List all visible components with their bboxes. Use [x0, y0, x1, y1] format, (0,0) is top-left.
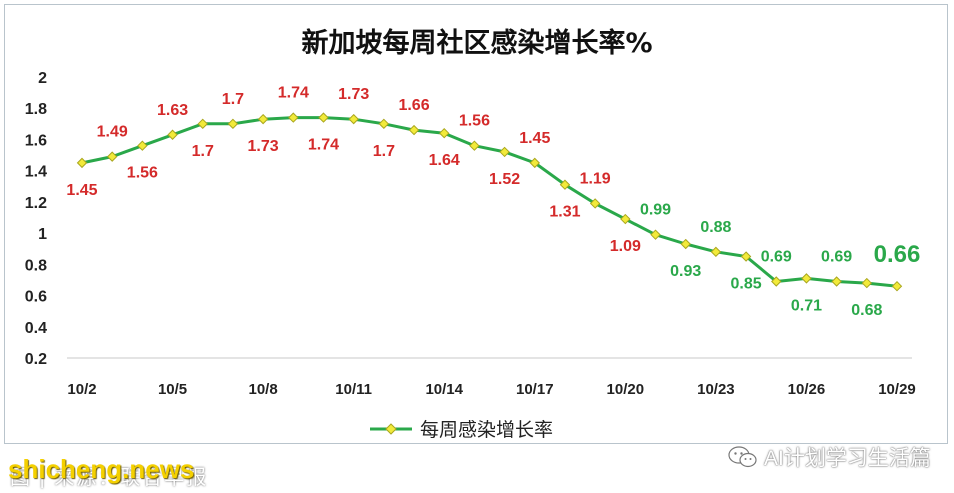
data-label: 1.45 [66, 182, 97, 199]
x-tick-label: 10/2 [67, 381, 96, 398]
data-label: 1.74 [278, 85, 309, 102]
data-point-marker [650, 229, 661, 240]
y-tick-label: 1.8 [25, 101, 47, 118]
chart-title: 新加坡每周社区感染增长率% [301, 27, 652, 59]
data-point-marker [891, 280, 903, 292]
data-label: 1.64 [429, 152, 460, 169]
data-point-marker [559, 179, 571, 190]
data-point-marker [740, 251, 752, 262]
image-source: 图 | 来源：联合早报 [10, 467, 209, 489]
data-label: 1.73 [248, 138, 279, 155]
chart-frame [4, 4, 948, 444]
x-tick-label: 10/14 [425, 381, 463, 398]
x-tick-label: 10/11 [335, 381, 372, 398]
data-label: 1.56 [459, 113, 490, 130]
data-point-marker [197, 118, 208, 130]
data-label: 0.93 [670, 263, 701, 280]
data-point-marker [499, 146, 510, 158]
data-point-marker [288, 112, 299, 123]
data-label: 1.56 [127, 165, 158, 182]
x-tick-label: 10/29 [878, 381, 916, 398]
data-point-marker [318, 112, 329, 123]
data-point-marker [801, 273, 812, 284]
data-point-marker [680, 238, 691, 250]
data-point-marker [589, 198, 601, 209]
data-point-marker [76, 157, 88, 169]
wechat-icon [728, 446, 758, 468]
y-tick-label: 1 [38, 226, 47, 243]
x-tick-label: 10/5 [158, 381, 187, 398]
legend-label: 每周感染增长率 [420, 419, 553, 441]
y-tick-label: 0.8 [25, 257, 47, 274]
data-label: 1.7 [373, 143, 395, 160]
y-tick-label: 1.4 [25, 164, 47, 181]
data-label: 1.74 [308, 137, 339, 154]
wechat-watermark: AI计划学习生活篇 [728, 442, 931, 472]
x-tick-label: 10/23 [697, 381, 735, 398]
data-point-marker [257, 113, 269, 125]
x-tick-label: 10/17 [516, 381, 554, 398]
x-tick-label: 10/8 [249, 381, 278, 398]
data-label: 1.19 [580, 170, 611, 187]
data-point-marker [620, 213, 631, 225]
data-point-marker [408, 124, 420, 136]
data-label: 0.68 [851, 302, 882, 319]
data-label: 0.71 [791, 297, 822, 314]
x-tick-label: 10/20 [607, 381, 645, 398]
y-tick-label: 1.2 [25, 195, 47, 212]
data-label: 1.7 [192, 143, 214, 160]
x-tick-label: 10/26 [788, 381, 826, 398]
watermark-text: AI计划学习生活篇 [764, 447, 931, 470]
data-point-marker [378, 118, 390, 130]
data-point-marker [106, 151, 118, 162]
data-point-marker [137, 140, 148, 151]
data-point-marker [348, 113, 359, 125]
data-label: 0.66 [874, 241, 921, 268]
data-label: 1.63 [157, 102, 188, 119]
data-label: 0.88 [700, 219, 731, 236]
data-point-marker [167, 129, 178, 140]
data-label: 1.49 [97, 124, 128, 141]
data-point-marker [529, 157, 540, 169]
data-label: 1.73 [338, 86, 369, 103]
data-label: 1.7 [222, 91, 244, 108]
series-line [81, 116, 898, 288]
data-label: 0.99 [640, 202, 671, 219]
y-tick-label: 0.2 [25, 351, 47, 368]
line-chart: 新加坡每周社区感染增长率% 0.2 0.4 0.6 0.8 1 1.2 1.4 1.6 1.8 2 1… [25, 27, 921, 441]
data-point-marker [861, 277, 873, 289]
data-label: 1.31 [549, 204, 580, 221]
data-label: 0.69 [821, 249, 852, 266]
data-label: 1.66 [398, 97, 429, 114]
y-tick-label: 0.4 [25, 320, 47, 337]
data-point-marker [469, 140, 480, 151]
data-point-marker [710, 246, 722, 258]
data-label: 1.52 [489, 171, 520, 188]
data-point-marker [771, 276, 782, 287]
data-label: 0.69 [761, 249, 792, 266]
site-watermark: shicheng.news [8, 454, 195, 484]
y-tick-label: 2 [38, 70, 47, 87]
data-label: 1.09 [610, 238, 641, 255]
legend-marker [385, 423, 397, 435]
y-tick-label: 0.6 [25, 289, 47, 306]
data-label: 0.85 [731, 276, 762, 293]
data-point-marker [439, 127, 450, 139]
y-tick-label: 1.6 [25, 132, 47, 149]
data-label: 1.45 [519, 130, 550, 147]
data-point-marker [831, 276, 842, 287]
data-point-marker [227, 118, 239, 130]
